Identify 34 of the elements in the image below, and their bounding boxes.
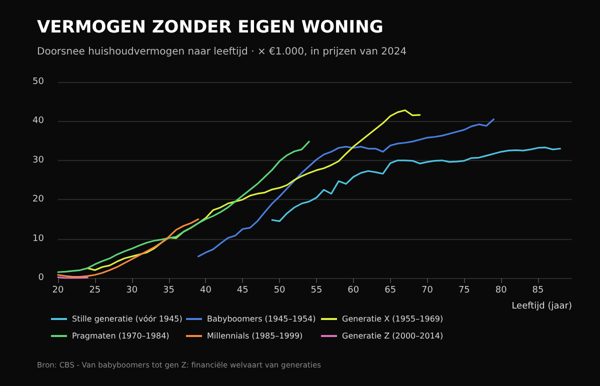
x-tick-label: 75 (458, 286, 470, 296)
x-tick-label: 40 (200, 286, 212, 296)
legend-label: Generatie X (1955–1969) (342, 314, 444, 324)
y-tick-label: 40 (32, 116, 44, 126)
x-tick-label: 80 (495, 286, 508, 296)
legend-label: Millennials (1985–1999) (207, 332, 303, 340)
line-series (57, 218, 200, 278)
x-tick-label: 30 (126, 286, 138, 296)
legend-label: Pragmaten (1970–1984) (72, 332, 170, 340)
x-axis-title: Leeftijd (jaar) (512, 302, 572, 312)
y-tick-label: 10 (32, 234, 44, 244)
y-tick-label: 0 (38, 273, 44, 283)
line-series (86, 109, 421, 271)
legend-label: Stille generatie (vóór 1945) (72, 314, 182, 324)
x-tick-label: 70 (422, 286, 434, 296)
line-series (57, 140, 310, 273)
x-tick-label: 25 (89, 286, 101, 296)
x-tick-label: 45 (236, 286, 248, 296)
x-tick-label: 60 (348, 286, 360, 296)
y-tick-label: 20 (32, 194, 44, 205)
chart-title: VERMOGEN ZONDER EIGEN WONING (37, 18, 384, 38)
line-series (271, 146, 561, 222)
legend-label: Generatie Z (2000–2014) (342, 332, 444, 340)
x-tick-label: 35 (163, 286, 174, 296)
y-tick-label: 30 (32, 155, 44, 166)
chart-subtitle: Doorsnee huishoudvermogen naar leeftijd · × €1.000, in prijzen van 2024 (37, 46, 407, 58)
legend-label: Babyboomers (1945–1954) (207, 314, 316, 324)
x-tick-label: 50 (274, 286, 286, 296)
x-tick-label: 65 (384, 286, 396, 296)
x-tick-label: 85 (532, 286, 544, 296)
x-tick-label: 20 (52, 286, 64, 296)
line-series (198, 118, 495, 258)
x-tick-label: 55 (310, 286, 322, 296)
y-tick-label: 50 (32, 77, 44, 87)
